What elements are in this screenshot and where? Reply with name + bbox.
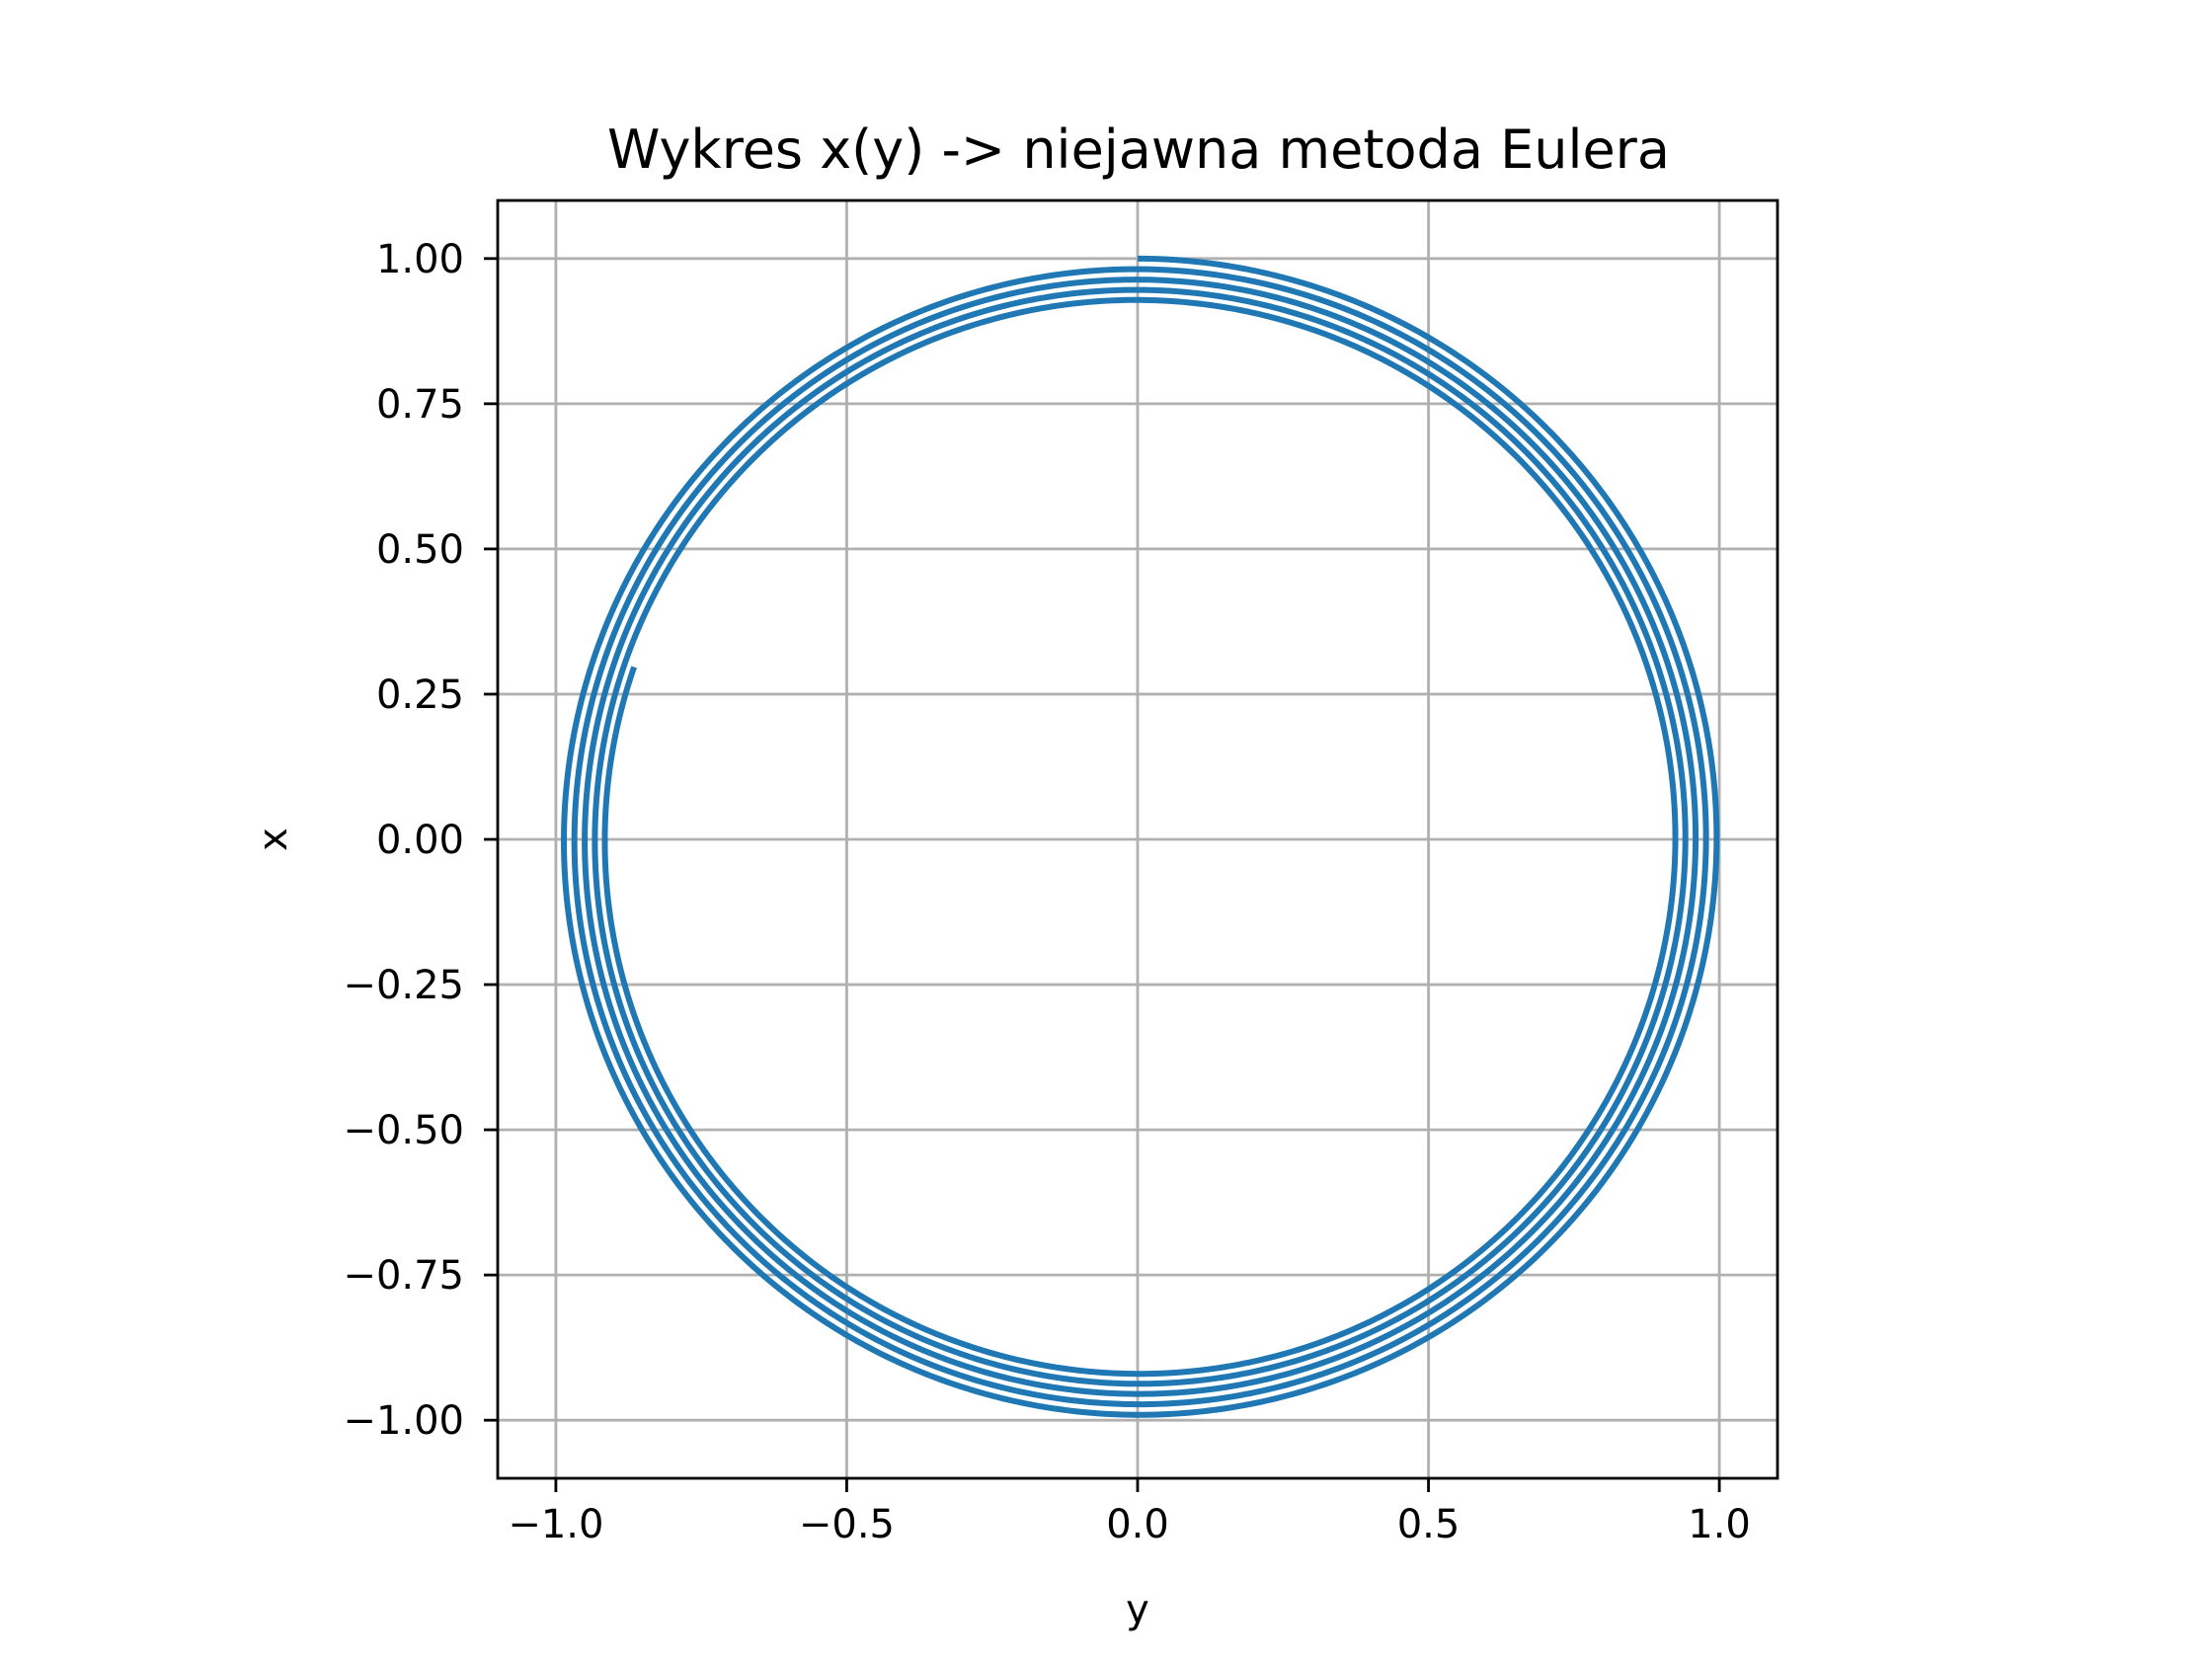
y-axis: 1.00 0.75 0.50 0.25 0.00 −0.25 −0.50 −0.75 −1.00 <box>343 237 498 1444</box>
y-tick-label: 0.00 <box>376 818 464 863</box>
x-tick-label: −1.0 <box>508 1502 603 1547</box>
x-axis-label: y <box>1126 1587 1149 1632</box>
x-tick-label: 0.0 <box>1106 1502 1169 1547</box>
y-tick-label: −0.75 <box>343 1253 464 1299</box>
series-layer <box>561 255 1720 1418</box>
y-tick-label: −0.50 <box>343 1108 464 1153</box>
x-tick-label: 1.0 <box>1688 1502 1751 1547</box>
x-tick-label: −0.5 <box>799 1502 895 1547</box>
x-tick-label: 0.5 <box>1397 1502 1461 1547</box>
y-tick-label: 0.25 <box>376 672 464 718</box>
chart-title: Wykres x(y) -> niejawna metoda Eulera <box>607 118 1670 181</box>
y-axis-label: x <box>251 828 296 851</box>
y-tick-label: 0.50 <box>376 527 464 573</box>
y-tick-label: −1.00 <box>343 1398 464 1444</box>
y-tick-label: −0.25 <box>343 963 464 1008</box>
x-axis: −1.0 −0.5 0.0 0.5 1.0 <box>508 1478 1751 1547</box>
y-tick-label: 1.00 <box>376 237 464 282</box>
series-line <box>561 255 1720 1418</box>
y-tick-label: 0.75 <box>376 382 464 428</box>
